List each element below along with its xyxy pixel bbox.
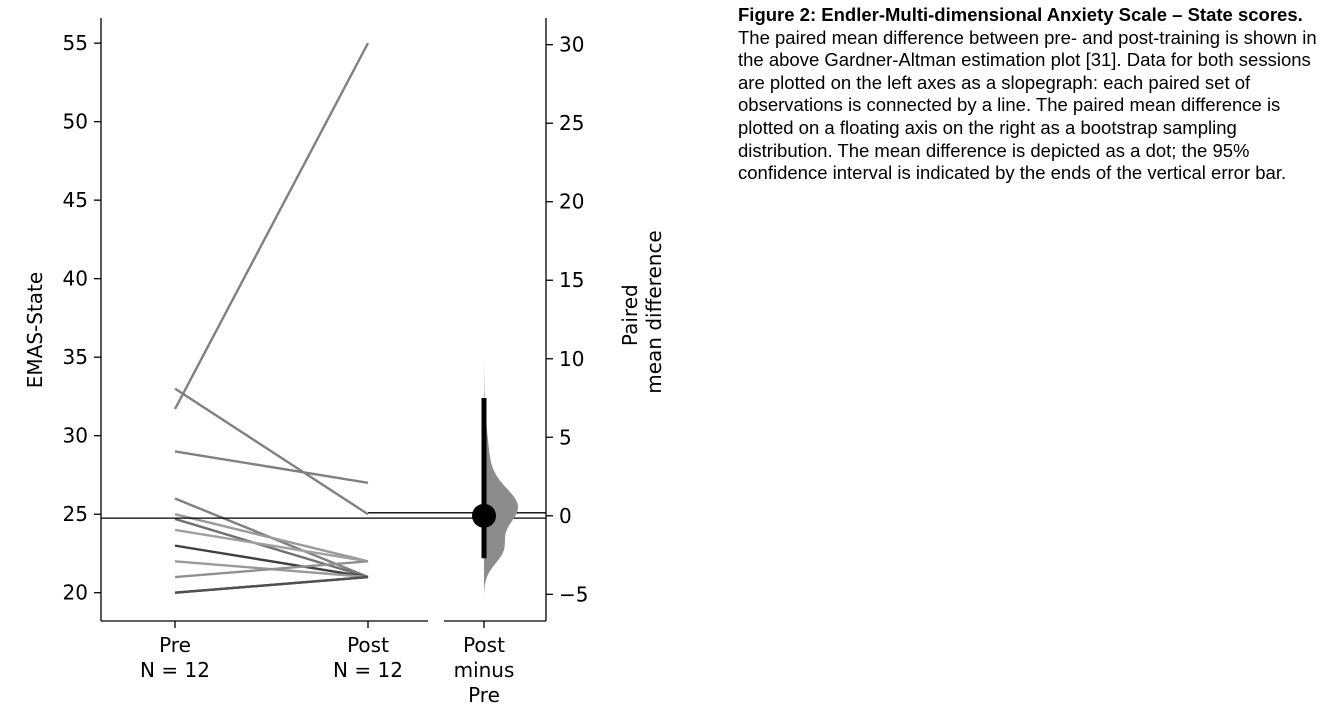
paired-observation-line (174, 450, 369, 484)
right-y-axis-label-line-1: Paired (618, 284, 642, 346)
right-y-tick-label: −5 (559, 582, 588, 606)
left-x-tick-label: Pre (159, 633, 191, 657)
left-y-tick-label: 30 (63, 424, 88, 448)
left-y-axis-label: EMAS-State (23, 272, 47, 388)
paired-observation-line (173, 42, 370, 410)
right-y-tick-label: 15 (559, 268, 584, 292)
left-y-tick-label: 55 (63, 31, 88, 55)
paired-observation-line (174, 560, 369, 579)
left-x-tick-label: Post (347, 633, 389, 657)
figure-caption: Figure 2: Endler-Multi-dimensional Anxie… (738, 4, 1318, 185)
right-y-axis-label-line-2: mean difference (642, 230, 666, 393)
right-x-tick-label: Post (463, 633, 505, 657)
right-y-tick-label: 30 (559, 33, 584, 57)
slopegraph (101, 42, 546, 594)
paired-observation-line (174, 544, 369, 579)
left-y-tick-label: 40 (63, 267, 88, 291)
left-y-tick-label: 45 (63, 188, 88, 212)
paired-observation-line (174, 513, 369, 563)
right-y-tick-label: 20 (559, 190, 584, 214)
right-x-tick-label: minus (454, 658, 515, 682)
left-x-tick-n-label: N = 12 (333, 658, 403, 682)
paired-observation-line (174, 528, 369, 563)
left-x-tick-n-label: N = 12 (140, 658, 210, 682)
caption-body: The paired mean difference between pre- … (738, 26, 1317, 184)
right-x-tick-label: Pre (468, 683, 500, 707)
right-y-axis-label: Paired mean difference (618, 230, 666, 393)
paired-observation-line (174, 575, 369, 594)
right-y-tick-label: 0 (559, 504, 572, 528)
right-y-tick-label: 5 (559, 425, 572, 449)
mean-difference-dot (472, 503, 496, 528)
right-y-tick-label: 10 (559, 347, 584, 371)
left-y-tick-label: 20 (63, 581, 88, 605)
paired-observation-line (174, 517, 369, 579)
mean-difference-plot (472, 350, 518, 595)
left-y-tick-label: 35 (63, 345, 88, 369)
left-y-tick-label: 25 (63, 502, 88, 526)
left-y-tick-label: 50 (63, 110, 88, 134)
caption-title: Figure 2: Endler-Multi-dimensional Anxie… (738, 4, 1303, 25)
paired-observation-line (174, 387, 369, 516)
bootstrap-distribution (484, 350, 518, 595)
right-y-tick-label: 25 (559, 111, 584, 135)
